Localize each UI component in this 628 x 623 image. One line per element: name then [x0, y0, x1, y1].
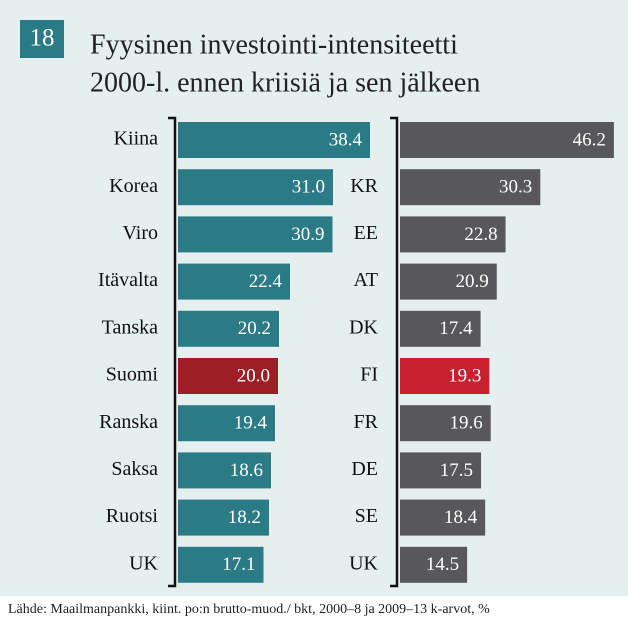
category-label: FI	[360, 364, 378, 386]
badge	[20, 20, 64, 58]
value-label: 17.5	[440, 460, 473, 481]
value-label: 22.8	[464, 224, 497, 245]
value-label: 17.4	[439, 318, 473, 339]
bar	[178, 452, 271, 489]
bar	[178, 122, 370, 158]
bar	[400, 216, 506, 253]
category-label: Ranska	[99, 411, 158, 433]
category-label: UK	[349, 552, 378, 574]
value-label: 30.3	[499, 177, 532, 198]
bar	[400, 169, 541, 206]
category-label: KR	[350, 175, 378, 197]
category-label: Viro	[123, 222, 158, 244]
bar	[400, 499, 486, 536]
value-label: 19.3	[448, 365, 481, 386]
axis-bracket	[168, 116, 177, 588]
category-label: Tanska	[102, 316, 158, 338]
category-label: Saksa	[111, 458, 158, 480]
value-label: 19.4	[234, 413, 268, 434]
value-label: 20.0	[237, 365, 270, 386]
badge-number: 18	[30, 25, 55, 52]
bar	[178, 216, 333, 253]
category-label: EE	[354, 222, 378, 244]
bar	[178, 263, 290, 300]
axis-bracket	[390, 116, 399, 588]
value-label: 46.2	[573, 129, 606, 150]
value-label: 20.2	[238, 318, 271, 339]
value-label: 30.9	[291, 224, 324, 245]
value-label: 19.6	[449, 413, 482, 434]
category-label: Korea	[109, 175, 158, 197]
value-label: 17.1	[222, 554, 255, 575]
category-label: Suomi	[106, 364, 159, 386]
category-label: SE	[355, 505, 378, 527]
bar	[178, 358, 278, 394]
bar	[400, 546, 468, 583]
category-label: FR	[354, 411, 379, 433]
category-label: AT	[354, 269, 378, 291]
category-label: DE	[351, 458, 378, 480]
category-label: DK	[349, 316, 378, 338]
source: Lähde: Maailmanpankki, kiint. po:n brutt…	[8, 602, 490, 617]
category-label: Ruotsi	[106, 505, 159, 527]
value-label: 20.9	[456, 271, 489, 292]
bar	[400, 452, 482, 489]
value-label: 22.4	[249, 271, 283, 292]
value-label: 18.4	[444, 507, 478, 528]
bar	[178, 546, 264, 583]
bar	[400, 310, 481, 347]
bar	[178, 499, 269, 536]
bar	[400, 263, 497, 300]
category-label: Itävalta	[98, 269, 158, 291]
value-label: 18.2	[228, 507, 261, 528]
bar	[400, 358, 490, 394]
category-label: UK	[129, 552, 158, 574]
value-label: 31.0	[292, 177, 325, 198]
bar	[178, 405, 275, 442]
bar	[400, 122, 614, 158]
chart-title: 2000-l. ennen kriisiä ja sen jälkeen	[90, 67, 480, 98]
category-label: Kiina	[114, 128, 159, 150]
value-label: 18.6	[230, 460, 263, 481]
chart-title: Fyysinen investointi-intensiteetti	[90, 29, 458, 60]
footer-bg	[0, 596, 628, 623]
bar	[178, 310, 279, 347]
bar	[178, 169, 333, 206]
value-label: 38.4	[329, 129, 363, 150]
bar	[400, 405, 491, 442]
value-label: 14.5	[426, 554, 459, 575]
